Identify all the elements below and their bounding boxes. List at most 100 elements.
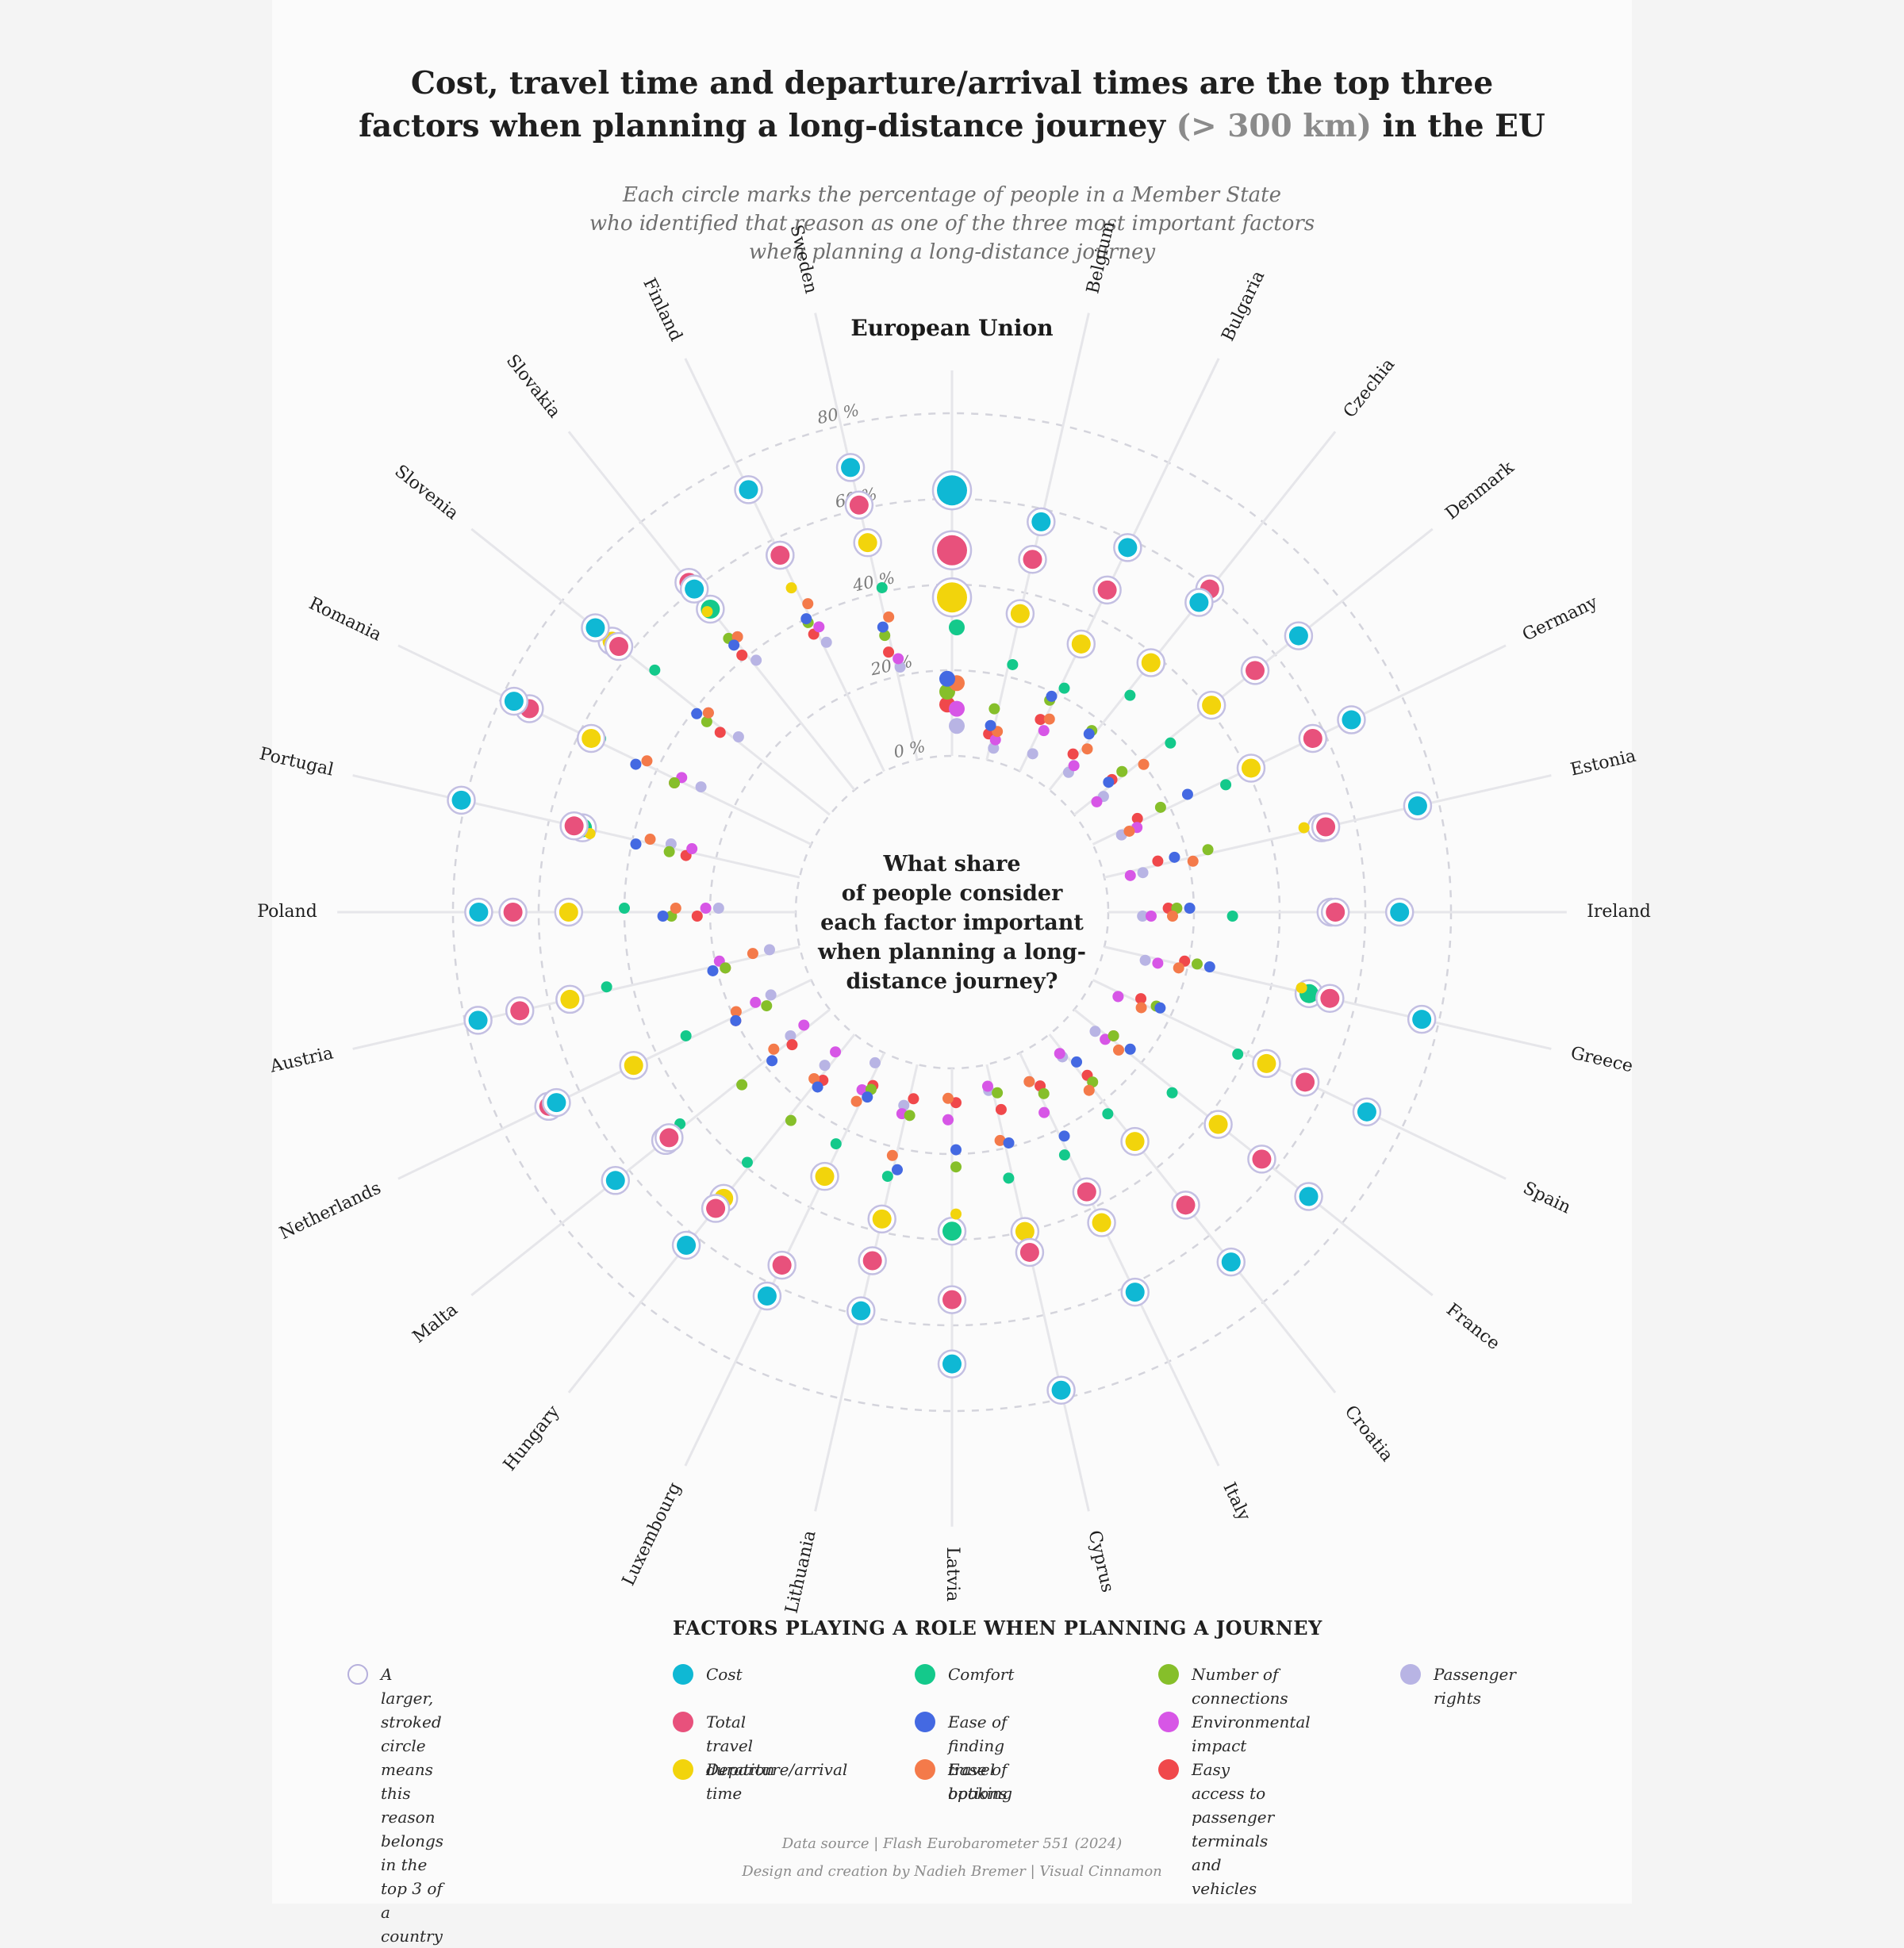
legend-swatch: [673, 1759, 693, 1780]
country-label: Cyprus: [1084, 1528, 1117, 1594]
title-line-2-end: in the EU: [1372, 108, 1545, 144]
country-label: Portugal: [258, 744, 336, 780]
legend-label: Number of connections: [1192, 1665, 1288, 1708]
data-dot: [937, 582, 967, 613]
country-label: Netherlands: [277, 1178, 385, 1244]
data-dot: [1092, 1213, 1111, 1233]
data-dot: [1320, 988, 1340, 1008]
data-dot: [728, 639, 740, 651]
data-dot: [989, 734, 1001, 746]
data-dot: [1003, 1172, 1015, 1184]
data-dot: [1100, 1033, 1111, 1045]
data-dot: [1141, 653, 1161, 673]
data-dot: [1077, 1182, 1096, 1202]
data-dot: [950, 1208, 962, 1220]
data-dot: [1135, 993, 1147, 1005]
data-dot: [1152, 957, 1164, 969]
legend-label: Ease of booking: [948, 1760, 1013, 1803]
legend-label: Environmental impact: [1192, 1712, 1311, 1755]
data-dot: [992, 1087, 1004, 1099]
data-dot: [609, 637, 629, 657]
data-dot: [1102, 1108, 1114, 1120]
data-dot: [1007, 658, 1019, 670]
legend-label: Comfort: [948, 1665, 1015, 1684]
data-dot: [872, 1209, 892, 1229]
data-dot: [736, 1079, 748, 1091]
data-dot: [747, 948, 758, 960]
country-label: Italy: [1219, 1479, 1254, 1524]
data-dot: [504, 692, 524, 711]
data-dot: [949, 619, 965, 635]
data-dot: [630, 758, 642, 770]
data-dot: [1023, 550, 1042, 569]
data-dot: [1139, 954, 1151, 966]
subtitle-line-1: Each circle marks the percentage of peop…: [623, 183, 1281, 207]
data-dot: [1357, 1102, 1376, 1122]
country-label: Slovenia: [391, 462, 463, 524]
data-dot: [761, 1000, 773, 1012]
data-dot: [1103, 777, 1115, 788]
country-spoke: [814, 1064, 919, 1512]
data-dot: [1221, 1252, 1241, 1272]
data-dot: [950, 1144, 962, 1156]
data-dot: [876, 581, 888, 593]
subtitle-line-2: who identified that reason as one of the…: [589, 212, 1315, 236]
data-dot: [766, 1055, 778, 1067]
data-dot: [619, 903, 630, 914]
data-dot: [858, 533, 877, 553]
data-dot: [695, 781, 707, 793]
data-dot: [1010, 604, 1030, 623]
legend-swatch: [1158, 1712, 1179, 1732]
data-dot: [1038, 1106, 1050, 1118]
data-dot: [1412, 1010, 1432, 1030]
data-dot: [1081, 743, 1093, 755]
axis-tick-label: 80 %: [816, 401, 861, 428]
data-dot: [981, 1080, 993, 1092]
data-dot: [1123, 825, 1135, 837]
data-dot: [1184, 903, 1196, 914]
data-dot: [1252, 1149, 1272, 1169]
data-dot: [469, 903, 489, 922]
data-dot: [686, 843, 698, 855]
data-dot: [949, 718, 965, 734]
center-question-line: when planning a long-: [817, 940, 1086, 964]
data-dot: [985, 719, 996, 731]
data-dot: [862, 1091, 873, 1103]
country-label: Latvia: [942, 1547, 962, 1601]
data-dot: [937, 535, 967, 566]
data-dot: [1124, 869, 1136, 881]
data-dot: [1226, 911, 1238, 922]
data-dot: [701, 606, 713, 618]
legend-label: Ease of finding travel options: [948, 1712, 1008, 1803]
data-dot: [1407, 796, 1427, 816]
data-dot: [605, 1171, 625, 1191]
data-dot: [1023, 1076, 1035, 1087]
data-dot: [1031, 512, 1051, 531]
data-dot: [731, 631, 743, 642]
country-spoke: [1019, 358, 1220, 773]
data-dot: [894, 661, 906, 673]
data-dot: [1298, 822, 1310, 834]
data-dot: [691, 911, 703, 922]
legend-swatch: [673, 1664, 693, 1685]
data-dot: [815, 1167, 835, 1187]
legend-swatch: [1400, 1664, 1421, 1685]
data-dots: [447, 453, 1437, 1405]
data-dot: [1135, 1002, 1147, 1014]
data-dot: [757, 1287, 777, 1306]
data-dot: [1296, 1072, 1315, 1092]
data-dot: [564, 816, 584, 836]
data-dot: [669, 777, 681, 789]
data-dot: [937, 475, 967, 506]
data-dot: [451, 790, 471, 810]
data-dot: [712, 903, 724, 914]
data-dot: [1257, 1053, 1276, 1073]
data-source: Data source | Flash Eurobarometer 551 (2…: [781, 1835, 1123, 1852]
data-dot: [881, 1171, 893, 1183]
data-dot: [1051, 1380, 1071, 1400]
data-dot: [819, 1060, 831, 1072]
data-dot: [1003, 1137, 1015, 1148]
data-dot: [1203, 961, 1215, 973]
data-dot: [1232, 1049, 1244, 1060]
data-dot: [641, 755, 653, 767]
